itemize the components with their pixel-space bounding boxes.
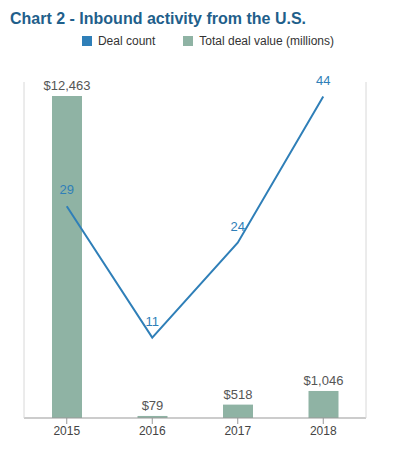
svg-text:2018: 2018: [310, 424, 337, 438]
svg-text:$79: $79: [142, 398, 164, 413]
svg-text:29: 29: [60, 182, 74, 197]
html-text:Total deal value (millions): Total deal value (millions): [199, 34, 334, 48]
svg-text:2015: 2015: [53, 424, 80, 438]
html-text:Chart 2 - Inbound activity fro: Chart 2 - Inbound activity from the U.S.: [10, 10, 306, 27]
svg-text:44: 44: [316, 73, 330, 88]
svg-text:2016: 2016: [139, 424, 166, 438]
svg-text:$12,463: $12,463: [44, 78, 91, 93]
svg-text:24: 24: [231, 219, 245, 234]
svg-text:2017: 2017: [224, 424, 251, 438]
svg-text:$518: $518: [224, 387, 253, 402]
html-text:Deal count: Deal count: [97, 34, 156, 48]
svg-text:11: 11: [146, 314, 160, 329]
svg-text:$1,046: $1,046: [304, 373, 344, 388]
